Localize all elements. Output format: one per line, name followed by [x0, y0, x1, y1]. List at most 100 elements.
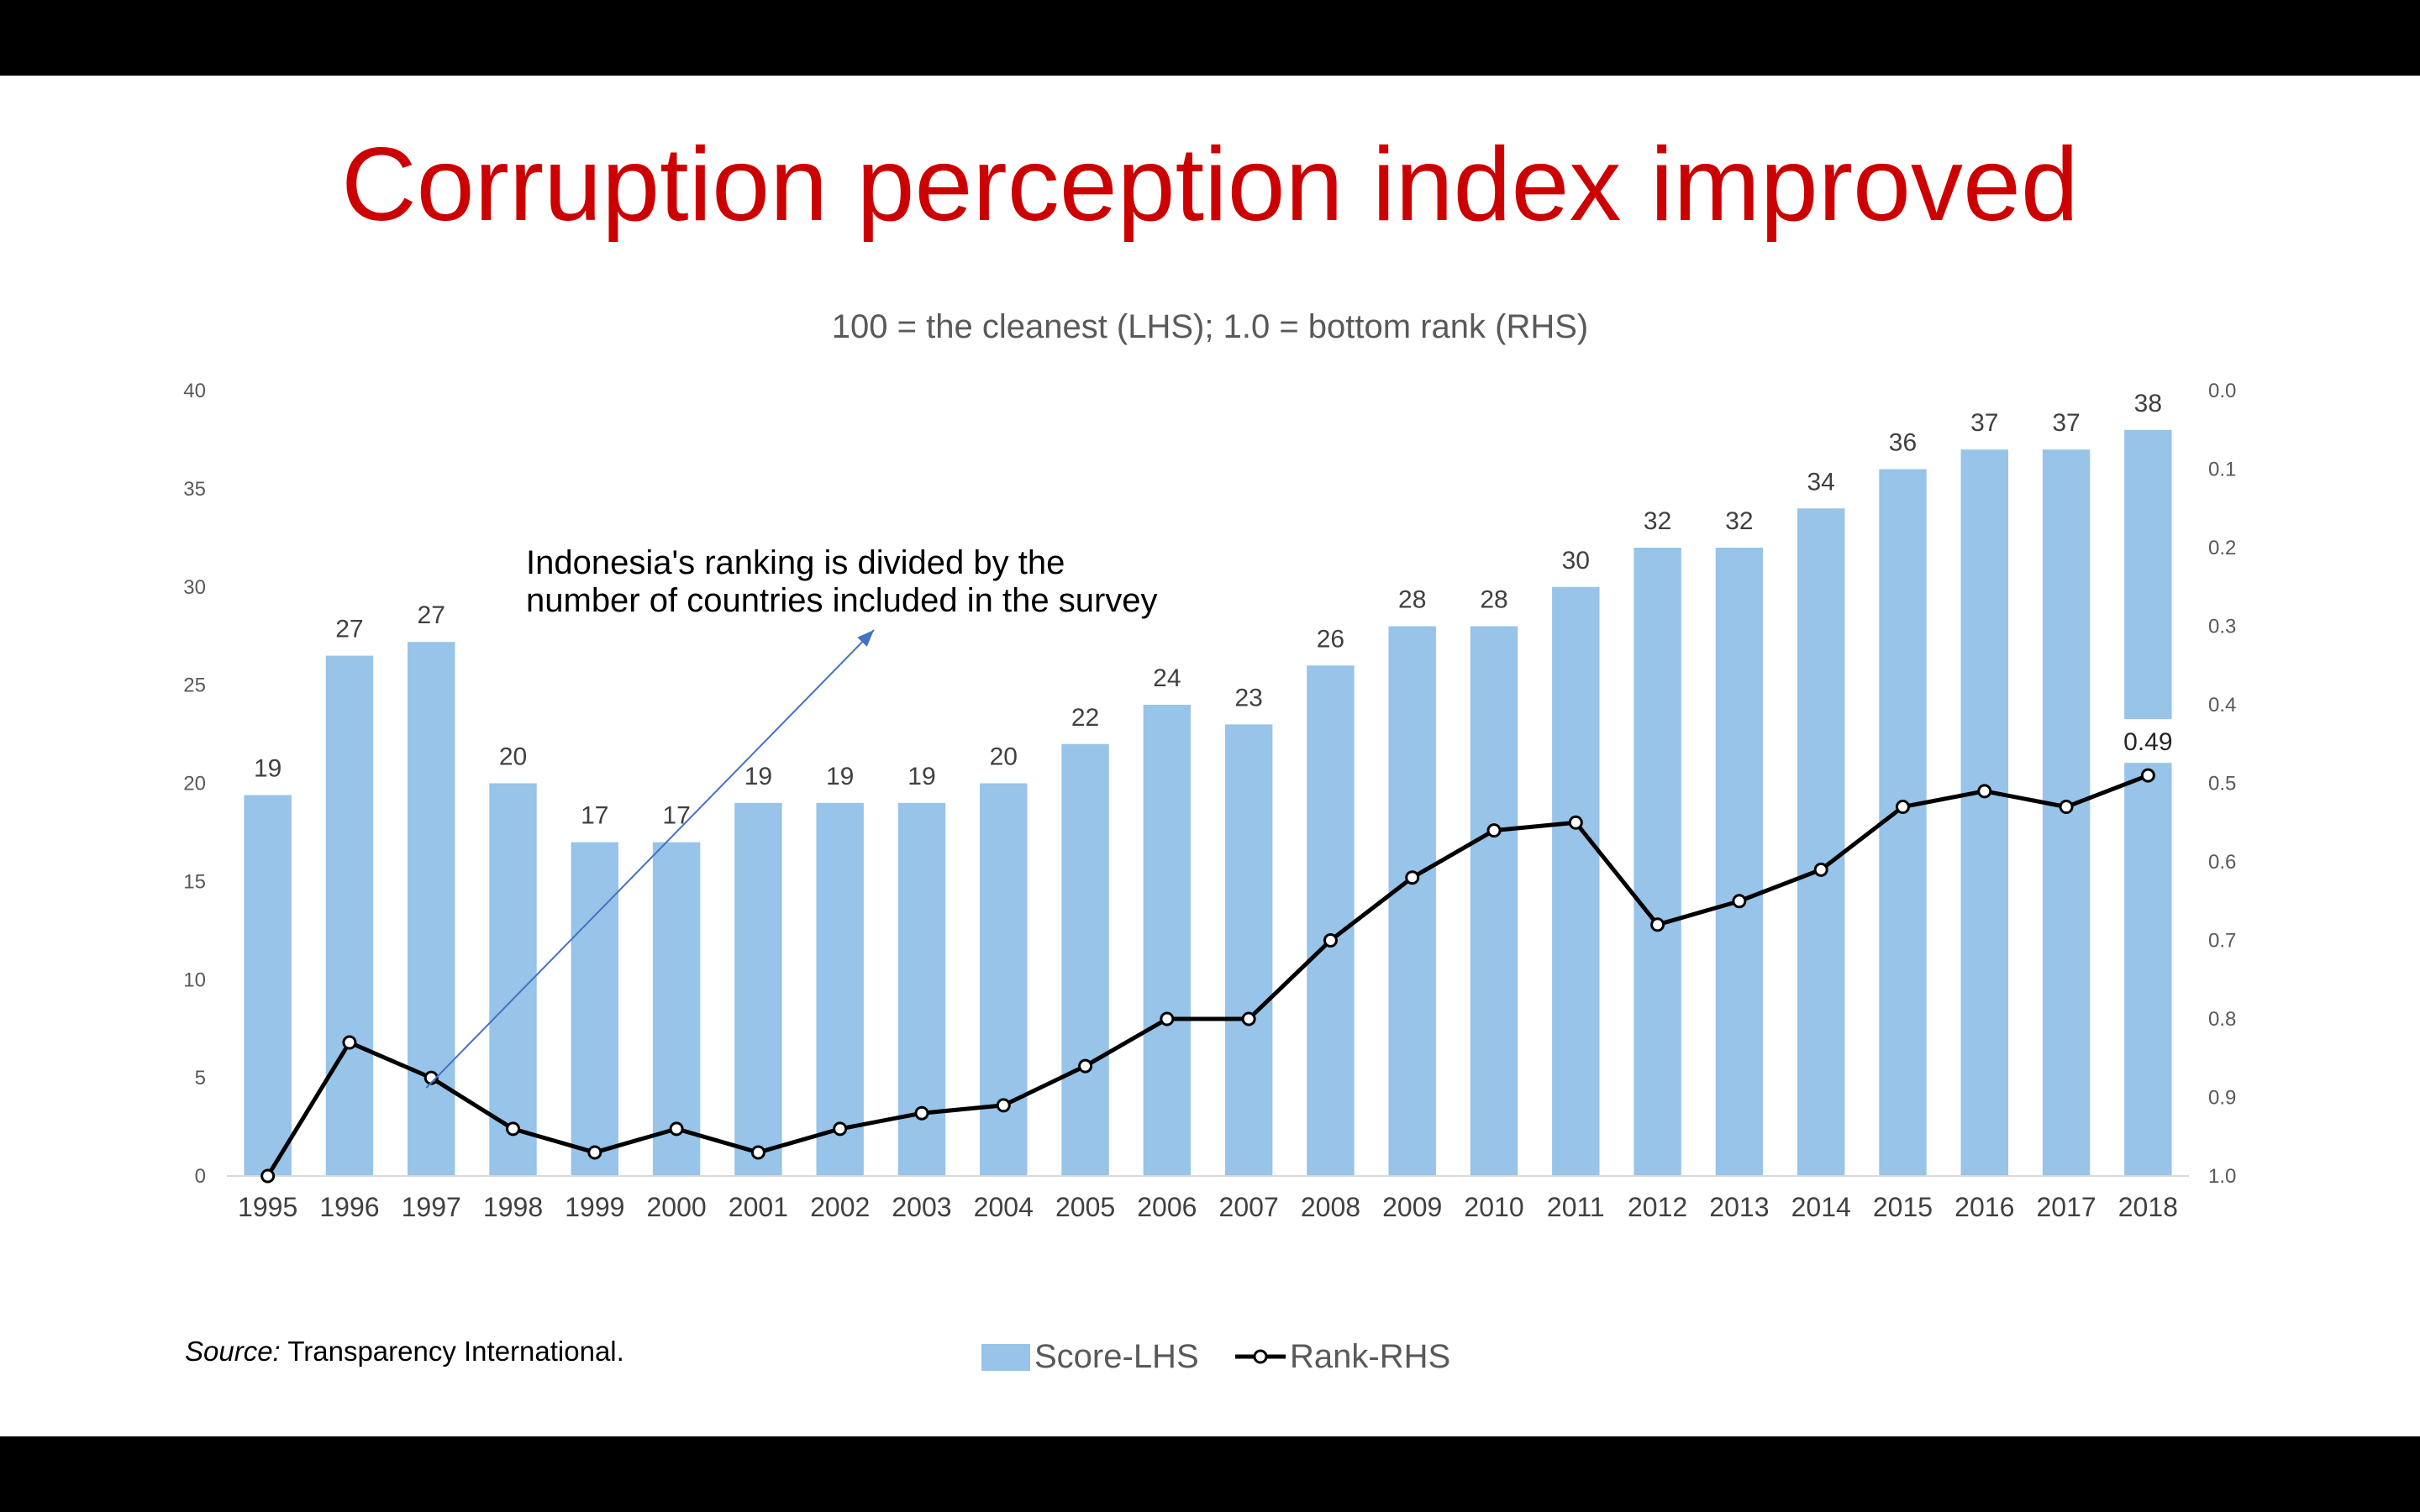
x-tick-label: 1996	[319, 1192, 379, 1222]
rank-point	[1323, 933, 1338, 948]
bar	[1143, 705, 1192, 1176]
rank-point	[2140, 768, 2155, 783]
rank-point	[1241, 1011, 1256, 1026]
rank-point	[1650, 917, 1665, 932]
chart: 100 = the cleanest (LHS); 1.0 = bottom r…	[183, 308, 2236, 1375]
rank-point	[1486, 823, 1502, 838]
x-tick-label: 2009	[1382, 1192, 1442, 1222]
bar-data-label: 17	[581, 802, 608, 830]
legend-swatch-score	[981, 1344, 1030, 1371]
y-left-tick-label: 0	[195, 1165, 206, 1188]
bar-data-label: 36	[1889, 429, 1917, 457]
bar	[1307, 665, 1355, 1176]
bar	[325, 655, 374, 1176]
y-right-tick-label: 0.8	[2208, 1008, 2236, 1031]
bar-data-label: 30	[1562, 547, 1590, 575]
bar	[1552, 586, 1600, 1176]
bar-data-label: 32	[1725, 507, 1753, 535]
rank-point	[1078, 1058, 1093, 1074]
x-tick-label: 2008	[1301, 1192, 1360, 1222]
x-tick-label: 2012	[1628, 1192, 1687, 1222]
y-right-tick-label: 0.1	[2208, 459, 2236, 481]
bar-data-label: 19	[744, 763, 772, 790]
x-tick-label: 2015	[1873, 1192, 1933, 1222]
x-tick-label: 1997	[402, 1192, 461, 1222]
chart-subtitle: 100 = the cleanest (LHS); 1.0 = bottom r…	[832, 308, 1588, 345]
x-tick-label: 2001	[729, 1192, 788, 1222]
y-right-tick-label: 0.3	[2208, 616, 2236, 638]
rank-point	[1160, 1011, 1175, 1026]
x-tick-label: 2011	[1547, 1192, 1605, 1222]
y-left-tick-label: 40	[183, 380, 206, 402]
x-tick-label: 2005	[1055, 1192, 1115, 1222]
bar	[1879, 469, 1927, 1176]
bar-data-label: 23	[1234, 684, 1262, 711]
y-right-tick-label: 1.0	[2208, 1165, 2236, 1188]
y-left-tick-label: 20	[183, 773, 206, 795]
x-tick-label: 2017	[2036, 1192, 2096, 1222]
rank-point	[260, 1168, 276, 1184]
rank-point	[996, 1098, 1011, 1113]
y-right-tick-label: 0.4	[2208, 694, 2236, 717]
bar-data-label: 32	[1644, 507, 1671, 535]
rank-point	[1813, 862, 1828, 877]
source-note: Source: Transparency International.	[185, 1336, 624, 1368]
x-tick-label: 2010	[1464, 1192, 1523, 1222]
bar-data-label: 26	[1317, 625, 1344, 653]
rank-point	[1405, 870, 1420, 885]
x-tick-label: 2003	[892, 1192, 951, 1222]
bar-data-label: 19	[826, 763, 854, 790]
bar-data-label: 20	[990, 743, 1018, 771]
bar-data-label: 19	[908, 763, 935, 790]
y-left-tick-label: 30	[183, 576, 206, 599]
bar-data-label: 37	[1970, 409, 1998, 437]
bar	[1061, 743, 1109, 1176]
y-left-tick-label: 5	[195, 1067, 206, 1089]
x-tick-label: 2000	[647, 1192, 707, 1222]
rank-point	[587, 1145, 602, 1160]
x-tick-label: 2013	[1709, 1192, 1769, 1222]
rank-point	[342, 1035, 357, 1050]
rank-line	[266, 773, 2149, 1178]
bar-data-label: 17	[662, 802, 690, 830]
bar	[1634, 548, 1681, 1176]
y-left-tick-label: 10	[183, 969, 206, 991]
bar	[489, 783, 537, 1176]
bar-data-label: 19	[254, 755, 281, 783]
source-label: Source:	[185, 1336, 281, 1367]
bar	[734, 802, 782, 1176]
bar-data-label: 24	[1153, 664, 1181, 692]
x-tick-label: 2007	[1219, 1192, 1279, 1222]
slide: Corruption perception index improved 100…	[0, 76, 2420, 1436]
x-tick-label: 1995	[238, 1192, 297, 1222]
bar	[1960, 449, 2008, 1176]
rank-point	[669, 1121, 684, 1137]
bar	[244, 795, 292, 1176]
bar-data-label: 27	[418, 601, 445, 629]
annotation-arrow	[425, 629, 875, 1089]
legend-label-score: Score-LHS	[1034, 1338, 1199, 1375]
annotation-arrowhead	[857, 630, 874, 647]
x-tick-label: 1998	[483, 1192, 543, 1222]
x-tick-label: 2006	[1137, 1192, 1197, 1222]
rank-point	[833, 1121, 848, 1137]
bar	[816, 802, 864, 1176]
y-right-tick-label: 0.9	[2208, 1087, 2236, 1110]
bar-data-label: 28	[1398, 586, 1426, 614]
x-tick-label: 2002	[810, 1192, 870, 1222]
rank-point	[2059, 800, 2074, 815]
bar	[652, 842, 701, 1176]
x-tick-label: 2016	[1954, 1192, 2014, 1222]
x-tick-label: 1999	[565, 1192, 624, 1222]
bar-data-label: 38	[2134, 390, 2162, 417]
bar-data-label: 20	[499, 743, 527, 771]
y-right-tick-label: 0.0	[2208, 380, 2236, 402]
bar	[1715, 548, 1764, 1176]
rank-point	[1977, 784, 1992, 799]
bar-data-label: 27	[335, 616, 363, 643]
rank-point	[506, 1121, 521, 1137]
annotation-text: number of countries included in the surv…	[526, 582, 1158, 619]
rank-point	[1732, 894, 1747, 909]
y-right-tick-label: 0.5	[2208, 773, 2236, 795]
y-left-tick-label: 15	[183, 870, 206, 893]
